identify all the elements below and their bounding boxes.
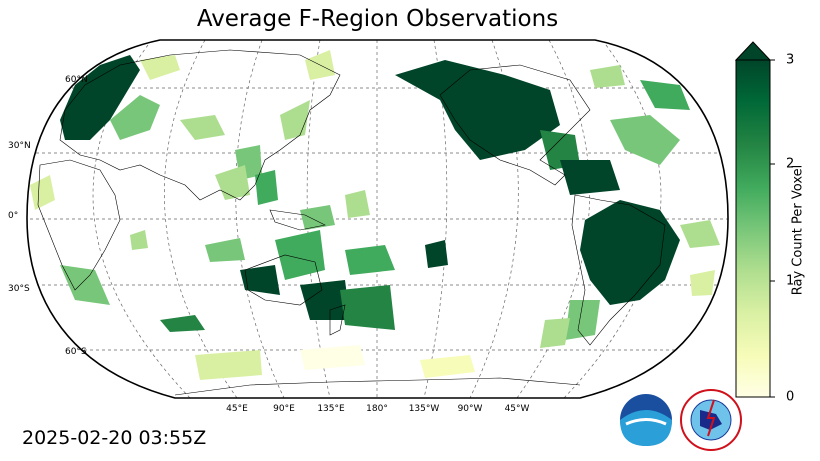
map-title: Average F-Region Observations — [196, 6, 559, 32]
lat-label-60s: 60°S — [65, 347, 87, 357]
lat-label-30n: 30°N — [8, 141, 31, 151]
nws-logo — [680, 389, 742, 451]
lon-label-135e: 135°E — [317, 404, 345, 414]
lon-label-135w: 135°W — [408, 404, 440, 414]
globe-outline — [26, 39, 729, 399]
map-body — [27, 40, 728, 398]
lon-label-45e: 45°E — [226, 404, 248, 414]
noaa-logo — [620, 394, 672, 446]
colorbar-tick-0: 0 — [786, 389, 795, 405]
lon-label-90e: 90°E — [273, 404, 295, 414]
lat-label-equator: 0° — [8, 211, 19, 221]
lat-label-30s: 30°S — [8, 284, 30, 294]
colorbar-tick-1: 1 — [786, 273, 795, 289]
lon-label-45w: 45°W — [504, 404, 530, 414]
colorbar — [734, 41, 775, 398]
colorbar-tick-2: 2 — [786, 156, 795, 172]
colorbar-tick-3: 3 — [786, 52, 795, 68]
observation-density-field — [30, 50, 720, 380]
timestamp: 2025-02-20 03:55Z — [22, 427, 207, 449]
colorbar-label: Ray Count Per Voxel — [790, 164, 806, 296]
coastlines — [37, 49, 666, 396]
lon-label-90w: 90°W — [457, 404, 483, 414]
lon-label-180: 180° — [366, 404, 388, 414]
lat-label-60n: 60°N — [65, 75, 88, 85]
